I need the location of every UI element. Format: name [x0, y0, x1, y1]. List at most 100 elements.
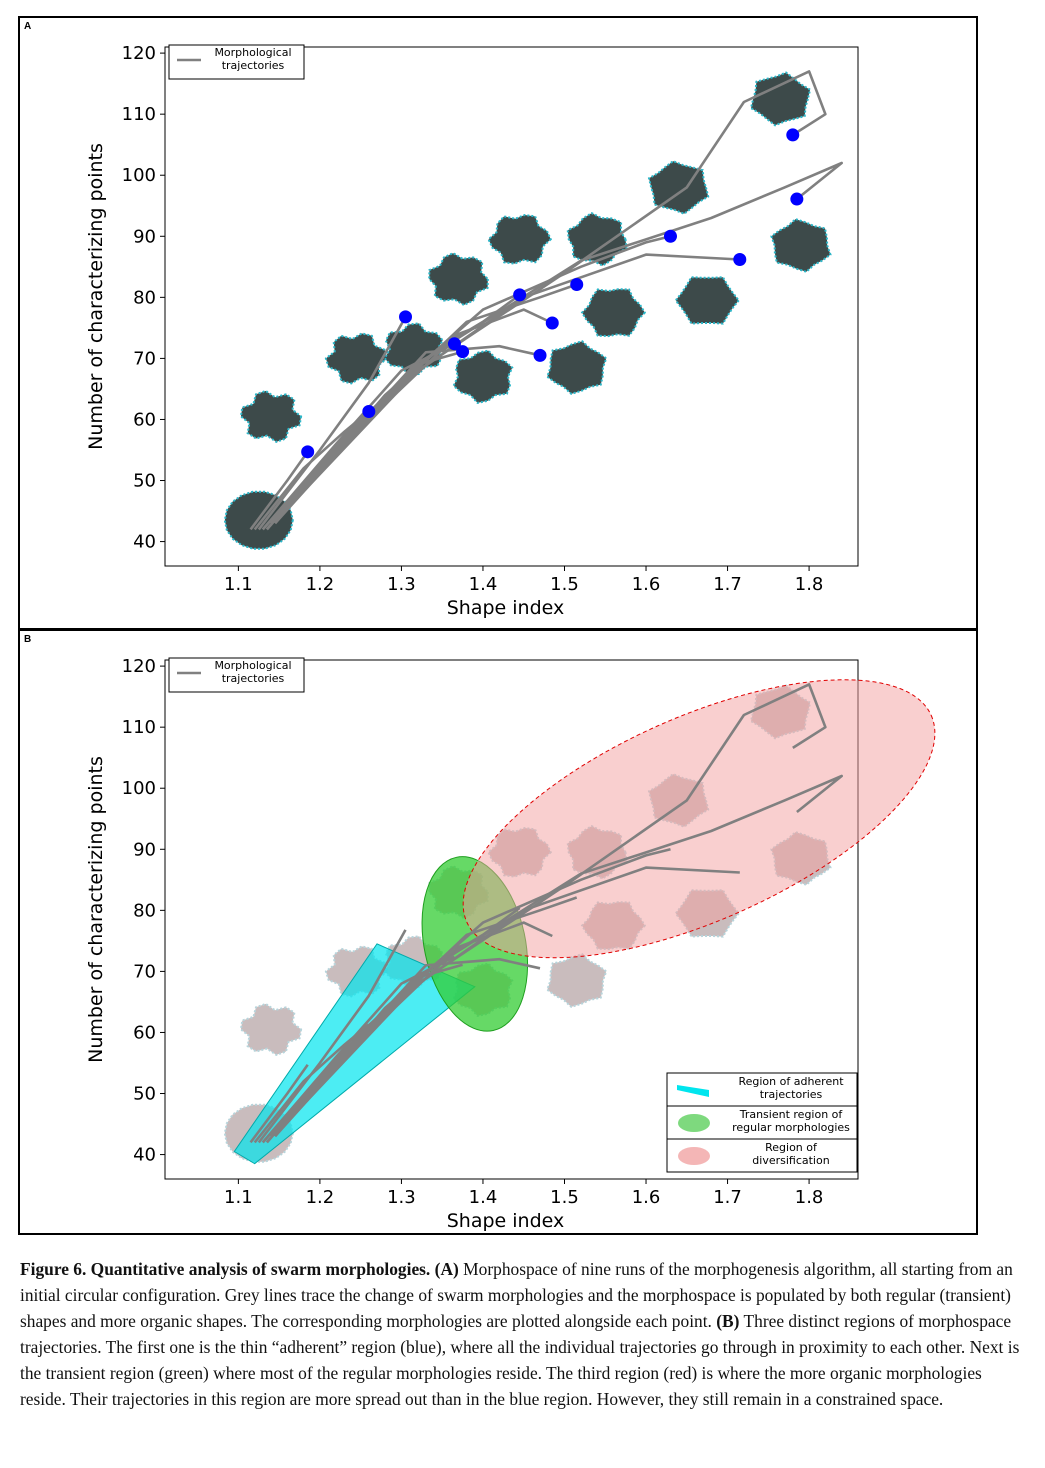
x-tick-label: 1.4 [469, 574, 498, 595]
swarm-shape [428, 251, 489, 307]
x-axis-label: Shape index [447, 597, 565, 619]
x-tick-label: 1.6 [632, 574, 661, 595]
y-tick-label: 100 [122, 778, 156, 799]
trajectory-line [249, 451, 309, 531]
y-tick-label: 60 [133, 409, 156, 430]
x-tick-label: 1.2 [306, 574, 335, 595]
regions-legend-label-line2: diversification [752, 1154, 829, 1167]
swarm-shape [580, 288, 647, 338]
endpoint-marker [570, 278, 584, 292]
x-tick-label: 1.6 [632, 1187, 661, 1208]
swarm-shape [566, 211, 628, 267]
y-axis-label: Number of characterizing points [85, 756, 107, 1063]
regions-legend-label-line1: Region of adherent [738, 1075, 844, 1088]
endpoint-marker [456, 345, 470, 359]
trajectory-line [278, 161, 843, 519]
x-tick-label: 1.7 [713, 574, 742, 595]
region-diversification [462, 679, 936, 959]
trajectory-line [257, 929, 407, 1144]
swarm-shape [487, 213, 553, 265]
caption-label-a: (A) [434, 1259, 459, 1279]
panel-label-b: B [24, 634, 32, 645]
chart-a: 1.1 1.2 1.3 1.4 1.5 1.6 1.7 1.8 40 50 60 70 80 90 100 1… [85, 43, 859, 619]
swarm-shape [749, 71, 812, 127]
y-tick-label: 50 [133, 1084, 156, 1105]
trajectory-line [257, 316, 407, 531]
y-tick-label: 120 [122, 656, 156, 677]
y-tick-label: 70 [133, 961, 156, 982]
y-tick-label: 110 [122, 717, 156, 738]
x-tick-label: 1.3 [387, 1187, 416, 1208]
chart-b: 1.1 1.2 1.3 1.4 1.5 1.6 1.7 1.8 40 50 60 70 80 90 100 1… [85, 656, 936, 1232]
trajectory-line [274, 848, 671, 1138]
x-tick-label: 1.8 [795, 574, 824, 595]
regions-legend-label-line1: Transient region of [739, 1108, 844, 1121]
x-tick-label: 1.5 [550, 574, 579, 595]
x-tick-label: 1.1 [224, 1187, 253, 1208]
caption-text-a: Morphospace of nine runs of the morphoge… [20, 1259, 1013, 1331]
swarm-shape [546, 953, 608, 1009]
swarm-shape [324, 332, 389, 385]
swarm-shape [239, 1002, 303, 1057]
endpoint-marker [663, 229, 677, 243]
plot-area: 1.1 1.2 1.3 1.4 1.5 1.6 1.7 1.8 40 50 60 70 80 90 100 1… [85, 656, 936, 1232]
regions-legend-label-line2: trajectories [760, 1088, 823, 1101]
endpoint-marker [733, 252, 747, 266]
legend-swatch-diversification [678, 1147, 710, 1165]
x-tick-label: 1.2 [306, 1187, 335, 1208]
legend-box [168, 657, 305, 693]
endpoint-marker [790, 192, 804, 206]
swarm-shape [647, 159, 710, 215]
endpoint-marker [513, 288, 527, 302]
endpoint-marker [545, 316, 559, 330]
regions-legend-label-line2: regular morphologies [732, 1121, 850, 1134]
x-tick-label: 1.5 [550, 1187, 579, 1208]
legend-label-line2: trajectories [222, 59, 285, 72]
y-tick-label: 80 [133, 900, 156, 921]
panel-a: A 1.1 1.2 1.3 1.4 1.5 1.6 1.7 1.8 40 50 60 70 80 90 10… [18, 16, 978, 630]
swarm-shape [239, 389, 303, 444]
trajectory-line [278, 774, 843, 1132]
caption-label-b: (B) [716, 1311, 740, 1331]
endpoint-marker [447, 337, 461, 351]
swarm-shape [546, 340, 608, 396]
endpoint-marker [786, 128, 800, 142]
trajectory-line [249, 1064, 309, 1144]
y-tick-label: 50 [133, 471, 156, 492]
endpoint-marker [533, 348, 547, 362]
caption-title: Figure 6. Quantitative analysis of swarm… [20, 1259, 431, 1279]
x-tick-label: 1.3 [387, 574, 416, 595]
x-tick-label: 1.1 [224, 574, 253, 595]
swarm-shape [770, 217, 832, 273]
trajectory-line [278, 70, 827, 519]
y-axis-label: Number of characterizing points [85, 143, 107, 450]
panel-label-a: A [24, 21, 32, 32]
endpoint-marker [399, 310, 413, 324]
legend-swatch-adherent [677, 1085, 709, 1097]
y-tick-label: 60 [133, 1022, 156, 1043]
y-tick-label: 70 [133, 348, 156, 369]
legend-label-line2: trajectories [222, 672, 285, 685]
y-tick-label: 90 [133, 839, 156, 860]
endpoint-marker [362, 405, 376, 419]
legend-swatch-transient [678, 1114, 710, 1132]
x-axis-label: Shape index [447, 1210, 565, 1232]
swarm-shape [452, 349, 514, 404]
figure-caption: Figure 6. Quantitative analysis of swarm… [20, 1256, 1025, 1412]
caption-text-b: Three distinct regions of morphospace tr… [20, 1311, 1020, 1409]
x-tick-label: 1.7 [713, 1187, 742, 1208]
y-tick-label: 90 [133, 226, 156, 247]
y-tick-label: 40 [133, 532, 156, 553]
trajectory-line [278, 683, 827, 1132]
y-tick-label: 40 [133, 1145, 156, 1166]
legend-box [168, 44, 305, 80]
y-tick-label: 120 [122, 43, 156, 64]
y-tick-label: 110 [122, 104, 156, 125]
swarm-shape [674, 276, 740, 325]
panel-b: B 1.1 1.2 1.3 1.4 1.5 1.6 1.7 1.8 40 50 60 70 80 90 10… [18, 629, 978, 1235]
legend-label-line1: Morphological [214, 46, 291, 59]
plot-area: 1.1 1.2 1.3 1.4 1.5 1.6 1.7 1.8 40 50 60 70 80 90 100 1… [85, 43, 859, 619]
